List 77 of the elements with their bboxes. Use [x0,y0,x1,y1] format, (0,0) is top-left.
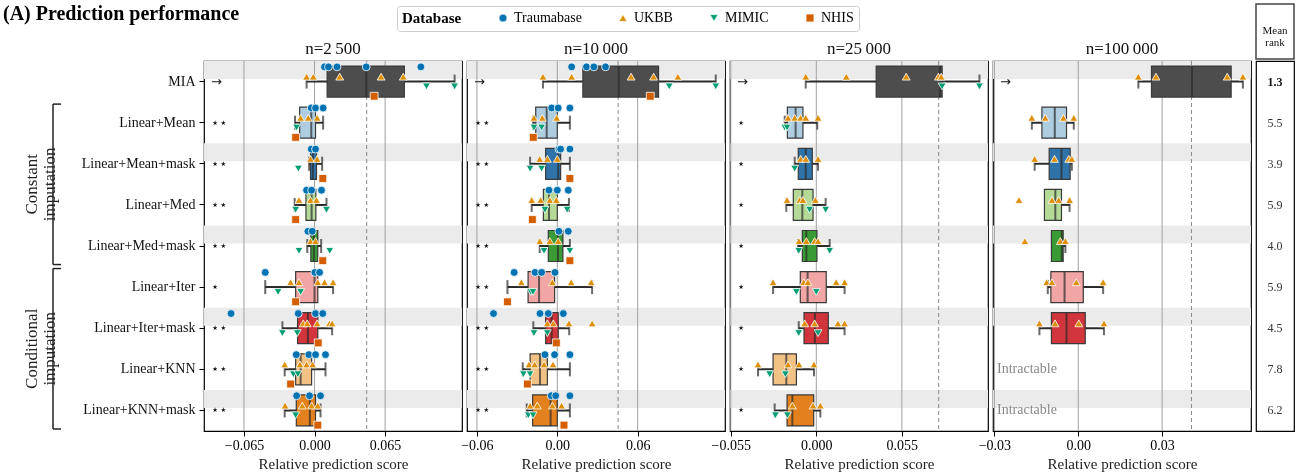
annotation: ⋆⋆ [474,361,491,377]
annotation: ⋆⋆ [474,238,491,253]
annotation: ⋆⋆ [474,402,491,418]
x-axis-title: Relative prediction score [258,455,409,472]
annotation: ⋆⋆ [474,279,491,295]
text: 4.5 [1267,321,1283,336]
text: 3.9 [1267,156,1283,171]
text: 5.9 [1267,280,1283,295]
annotation: ⋆ [737,114,746,130]
annotation: ⋆⋆ [211,238,228,253]
text: 4.0 [1267,239,1283,253]
y-tick-label: Linear+Iter [131,279,196,295]
x-tick-label: −0.06 [461,437,494,453]
legend-label: NHIS [821,10,854,25]
text: 1.3 [1267,74,1283,89]
annotation: ⋆ [211,279,220,295]
annotation: Intractable [997,402,1057,418]
y-tick-label: Linear+Med [125,196,196,212]
text: Mean rank [1262,24,1289,48]
chart-title: n=25 000 [827,39,891,58]
annotation: ⋆⋆ [474,320,491,336]
annotation: ⋆⋆ [211,320,228,336]
text: (A) Prediction performance [3,2,240,25]
text: 5.9 [1267,197,1283,212]
legend-label: Traumabase [514,10,582,25]
legend-label: UKBB [634,10,673,25]
chart-title: n=10 000 [564,39,628,58]
annotation: → [211,73,222,89]
legend-title: Database [402,10,462,26]
annotation: ⋆⋆ [211,155,228,171]
x-tick-label: −0.065 [224,437,265,453]
x-tick-label: 0.03 [1150,437,1175,453]
annotation: ⋆⋆ [211,114,228,130]
chart-title: n=2 500 [305,39,361,58]
x-axis-title: Relative prediction score [521,455,672,472]
text: 5.5 [1267,115,1283,130]
annotation: ⋆⋆ [474,155,491,171]
annotation: Intractable [997,361,1057,377]
annotation: ⋆⋆ [474,114,491,130]
y-tick-label: Linear+Mean+mask [81,155,196,171]
annotation: ⋆ [737,279,746,295]
x-tick-label: 0.00 [545,437,571,453]
annotation: ⋆⋆ [474,196,491,212]
chart-title: n=100 000 [1085,39,1159,58]
y-tick-label: MIA [168,73,197,89]
x-tick-label: 0.06 [625,437,651,453]
y-tick-label: Linear+Mean [119,114,196,130]
y-tick-label: Linear+Iter+mask [94,320,196,336]
text: 7.8 [1267,362,1283,377]
x-tick-label: 0.00 [1066,437,1091,453]
x-tick-label: −0.03 [978,437,1012,453]
legend-label: MIMIC [725,10,769,25]
x-tick-label: 0.055 [886,437,919,453]
annotation: ⋆⋆ [211,402,228,418]
x-axis-title: Relative prediction score [784,455,935,472]
annotation: → [737,73,748,89]
annotation: ⋆ [737,238,746,253]
x-tick-label: 0.000 [299,437,331,453]
x-tick-label: −0.055 [711,437,751,453]
text: Constant imputation [22,147,59,222]
annotation: → [1000,73,1011,89]
y-tick-label: Linear+KNN+mask [83,402,196,418]
text: 6.2 [1267,403,1283,418]
y-tick-label: Linear+KNN [120,361,196,377]
annotation: ⋆⋆ [211,361,228,377]
annotation: ⋆ [737,320,746,336]
annotation: ⋆ [737,402,746,418]
annotation: ⋆ [737,361,746,377]
annotation: → [474,73,485,89]
annotation: ⋆⋆ [211,196,228,212]
annotation: ⋆ [737,196,746,212]
x-tick-label: 0.000 [801,437,833,453]
text: Conditional imputation [22,308,59,389]
x-tick-label: 0.065 [369,437,402,453]
y-tick-label: Linear+Med+mask [87,238,196,253]
x-axis-title: Relative prediction score [1047,455,1198,472]
annotation: ⋆ [737,155,746,171]
